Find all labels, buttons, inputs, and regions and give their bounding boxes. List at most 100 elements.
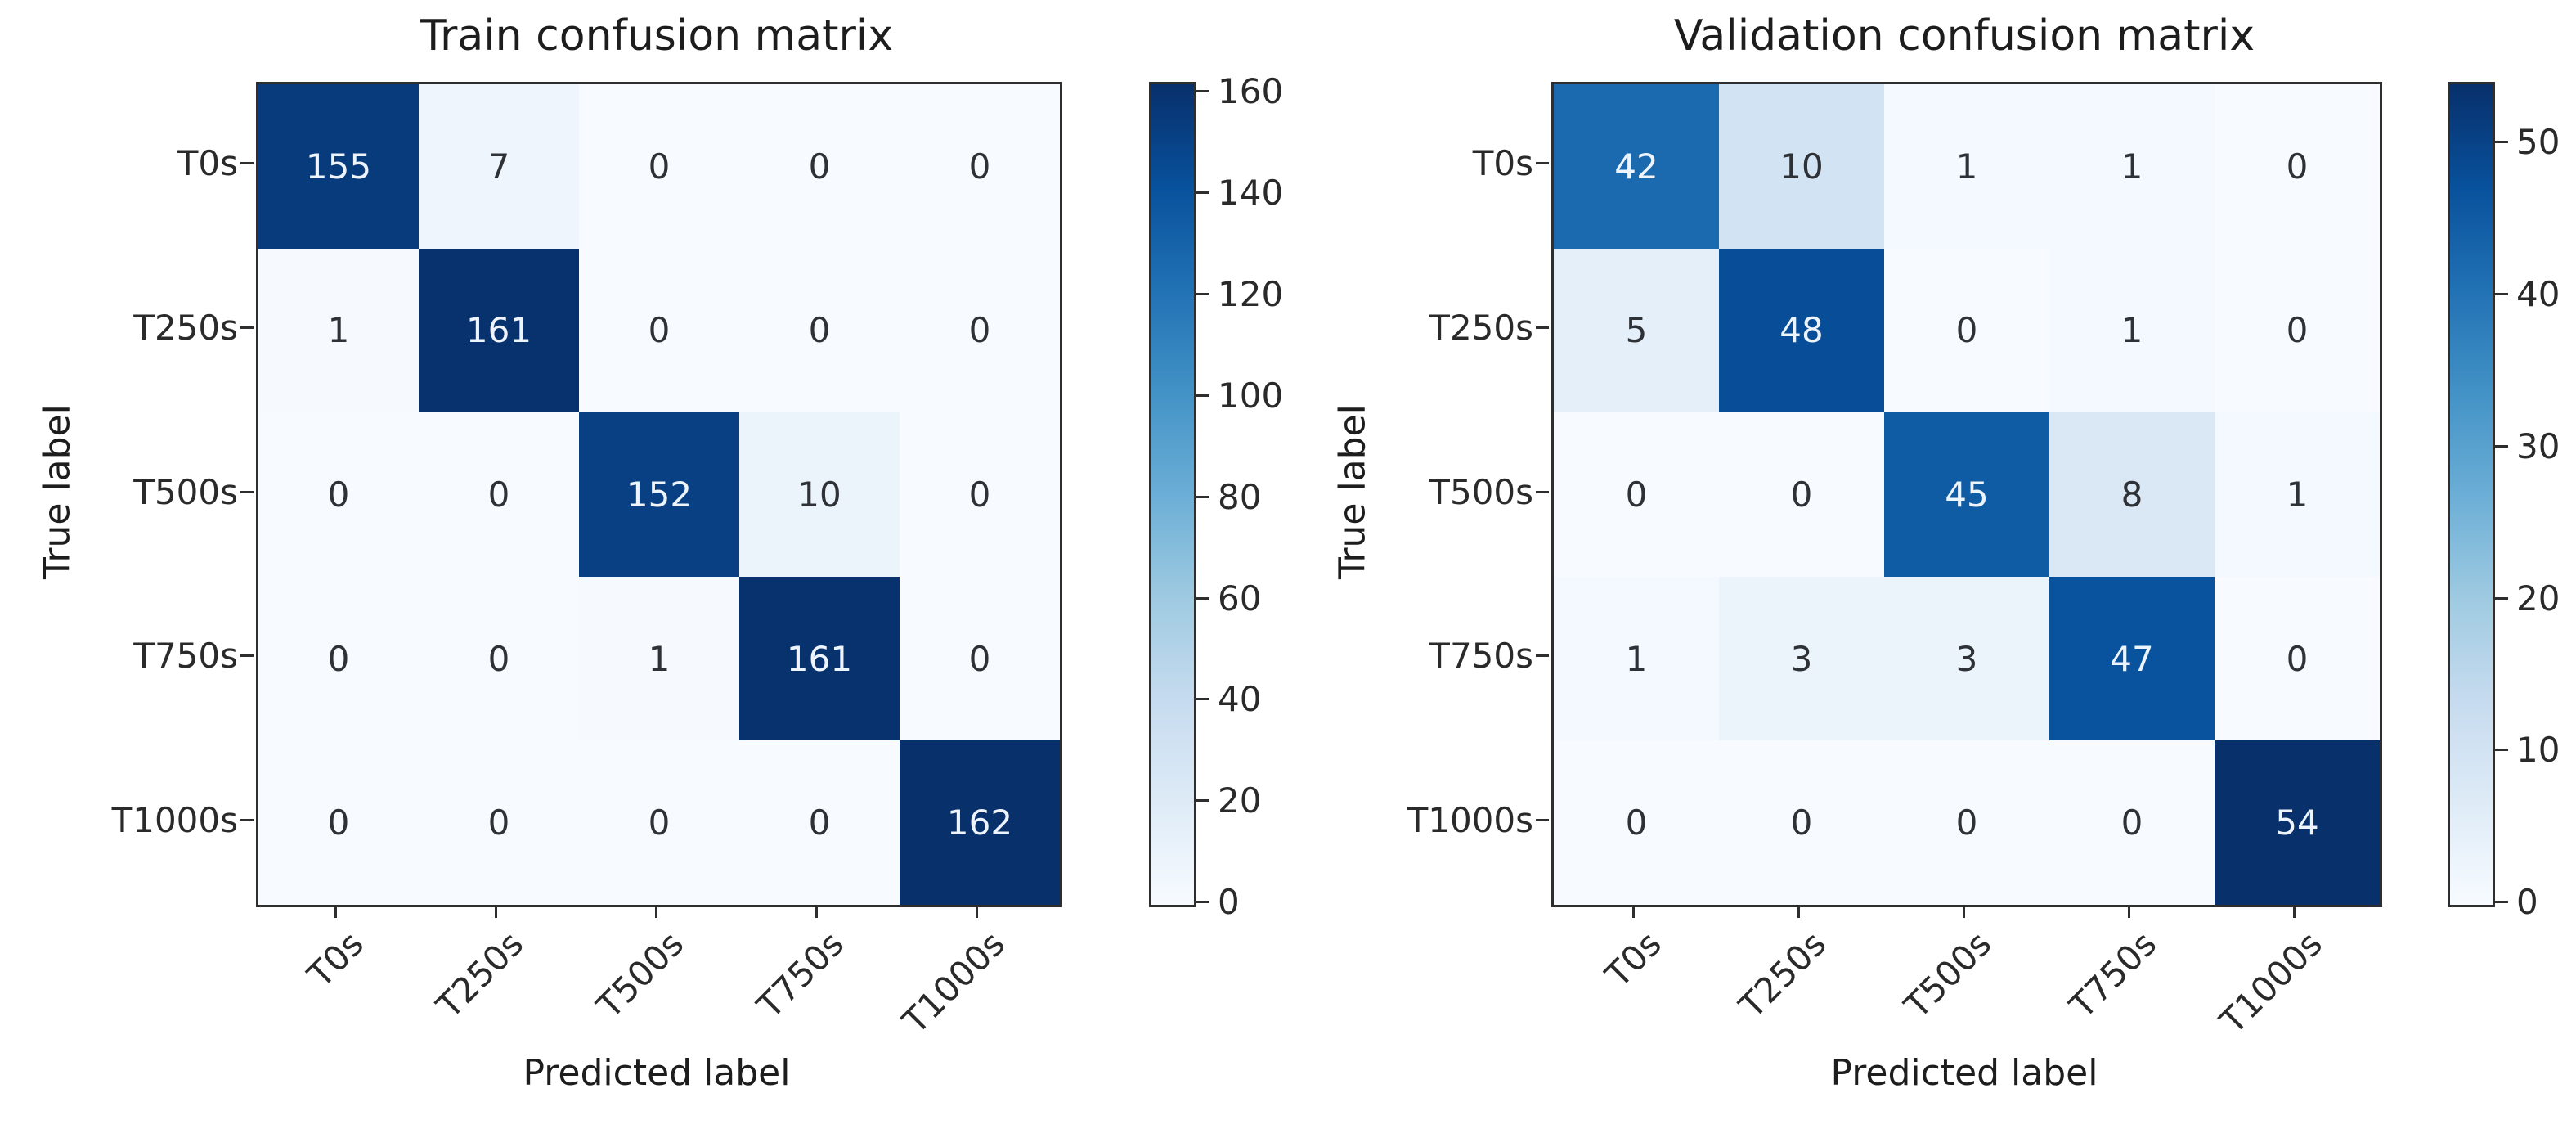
train-cell-r1c4: 0 <box>900 248 1060 413</box>
validation-cbtick-40: 40 <box>2516 274 2560 315</box>
train-cbtickmark-120 <box>1196 293 1209 296</box>
validation-ytickmark-3 <box>1536 654 1549 658</box>
train-cbtick-140: 140 <box>1218 173 1284 214</box>
validation-ytickmark-0 <box>1536 162 1549 165</box>
train-cbtick-60: 60 <box>1218 578 1262 618</box>
validation-cell-r2c3: 8 <box>2049 412 2215 577</box>
validation-cbtickmark-30 <box>2495 444 2508 448</box>
train-axes: 155 7 0 0 0 1 161 0 0 0 0 0 152 10 0 0 0 1 161 0 0 0 0 0 162 <box>256 82 1062 907</box>
train-cell-r2c0: 0 <box>258 412 419 577</box>
train-cell-r1c3: 0 <box>739 248 900 413</box>
train-ytick-T1000s: T1000s <box>111 799 238 840</box>
validation-cell-r0c4: 0 <box>2215 84 2380 249</box>
train-cell-r3c3: 161 <box>739 576 900 741</box>
train-cbtickmark-40 <box>1196 698 1209 701</box>
validation-xtick-T750s: T750s <box>2062 924 2165 1026</box>
train-cell-r4c2: 0 <box>579 740 739 905</box>
validation-xtickmark-0 <box>1632 905 1635 918</box>
validation-ytick-T0s: T0s <box>1472 143 1533 184</box>
train-title: Train confusion matrix <box>420 11 894 61</box>
validation-cell-r0c3: 1 <box>2049 84 2215 249</box>
train-cbtickmark-0 <box>1196 901 1209 903</box>
train-cell-r3c2: 1 <box>579 576 739 741</box>
train-xtick-T250s: T250s <box>429 924 532 1026</box>
train-ytick-T0s: T0s <box>177 143 238 184</box>
train-colorbar <box>1149 82 1196 907</box>
validation-axes: 42 10 1 1 0 5 48 0 1 0 0 0 45 8 1 1 3 3 47 0 0 0 0 0 54 <box>1551 82 2382 907</box>
train-cbtickmark-100 <box>1196 394 1209 397</box>
validation-xtickmark-4 <box>2293 905 2296 918</box>
validation-cell-r1c2: 0 <box>1884 248 2049 413</box>
train-cell-r2c2: 152 <box>579 412 739 577</box>
validation-cell-r3c2: 3 <box>1884 576 2049 741</box>
validation-cbtickmark-20 <box>2495 596 2508 600</box>
validation-cell-r4c4: 54 <box>2215 740 2380 905</box>
train-xtickmark-4 <box>976 905 978 918</box>
train-ytickmark-1 <box>240 326 254 329</box>
train-cbtick-160: 160 <box>1218 71 1284 112</box>
validation-cell-r4c1: 0 <box>1719 740 1884 905</box>
validation-cbtickmark-40 <box>2495 293 2508 296</box>
train-cbtickmark-20 <box>1196 799 1209 803</box>
train-ytickmark-0 <box>240 162 254 165</box>
train-cbtick-120: 120 <box>1218 274 1284 315</box>
validation-ytick-T1000s: T1000s <box>1407 799 1533 840</box>
validation-cbtick-0: 0 <box>2516 882 2538 922</box>
train-cell-r4c4: 162 <box>900 740 1060 905</box>
train-cell-r2c3: 10 <box>739 412 900 577</box>
validation-cbtick-20: 20 <box>2516 578 2560 618</box>
validation-ylabel: True label <box>1331 404 1374 580</box>
validation-xtick-T1000s: T1000s <box>2211 924 2330 1041</box>
validation-cell-r1c3: 1 <box>2049 248 2215 413</box>
validation-cell-r0c1: 10 <box>1719 84 1884 249</box>
validation-cbtick-10: 10 <box>2516 730 2560 771</box>
train-cell-r4c3: 0 <box>739 740 900 905</box>
validation-cell-r1c1: 48 <box>1719 248 1884 413</box>
validation-ytickmark-2 <box>1536 490 1549 493</box>
train-cell-r3c1: 0 <box>419 576 579 741</box>
train-ytickmark-3 <box>240 654 254 658</box>
validation-cbtick-30: 30 <box>2516 425 2560 466</box>
train-ytick-T500s: T500s <box>133 471 238 512</box>
train-ytick-T250s: T250s <box>133 307 238 348</box>
train-cbtick-80: 80 <box>1218 476 1262 517</box>
validation-cbtick-50: 50 <box>2516 122 2560 163</box>
train-cell-r2c1: 0 <box>419 412 579 577</box>
validation-cbtickmark-10 <box>2495 749 2508 752</box>
validation-cell-r3c0: 1 <box>1554 576 1719 741</box>
validation-xtick-T0s: T0s <box>1597 924 1669 996</box>
train-xtickmark-1 <box>495 905 497 918</box>
validation-colorbar <box>2448 82 2495 907</box>
validation-cell-r4c3: 0 <box>2049 740 2215 905</box>
validation-xtick-T500s: T500s <box>1896 924 1999 1026</box>
train-xtick-T750s: T750s <box>749 924 852 1026</box>
validation-xtick-T250s: T250s <box>1731 924 1834 1026</box>
validation-ytickmark-4 <box>1536 818 1549 821</box>
validation-cell-r2c2: 45 <box>1884 412 2049 577</box>
validation-cell-r3c3: 47 <box>2049 576 2215 741</box>
train-cell-r0c2: 0 <box>579 84 739 249</box>
train-xtickmark-0 <box>334 905 337 918</box>
train-xtickmark-2 <box>655 905 657 918</box>
validation-ytickmark-1 <box>1536 326 1549 329</box>
train-cbtick-20: 20 <box>1218 780 1262 821</box>
validation-cbtickmark-50 <box>2495 141 2508 144</box>
train-ytickmark-2 <box>240 490 254 493</box>
train-cell-r3c4: 0 <box>900 576 1060 741</box>
train-ylabel: True label <box>36 404 79 580</box>
validation-cell-r4c0: 0 <box>1554 740 1719 905</box>
validation-cell-r0c0: 42 <box>1554 84 1719 249</box>
validation-cell-r0c2: 1 <box>1884 84 2049 249</box>
train-cell-r0c1: 7 <box>419 84 579 249</box>
validation-title: Validation confusion matrix <box>1673 11 2255 61</box>
validation-ytick-T500s: T500s <box>1429 471 1533 512</box>
train-cell-r0c3: 0 <box>739 84 900 249</box>
validation-cell-r2c0: 0 <box>1554 412 1719 577</box>
validation-cell-r2c4: 1 <box>2215 412 2380 577</box>
train-ytickmark-4 <box>240 818 254 821</box>
train-cbtickmark-140 <box>1196 191 1209 195</box>
train-cbtick-40: 40 <box>1218 679 1262 720</box>
train-cell-r1c0: 1 <box>258 248 419 413</box>
validation-cell-r3c4: 0 <box>2215 576 2380 741</box>
